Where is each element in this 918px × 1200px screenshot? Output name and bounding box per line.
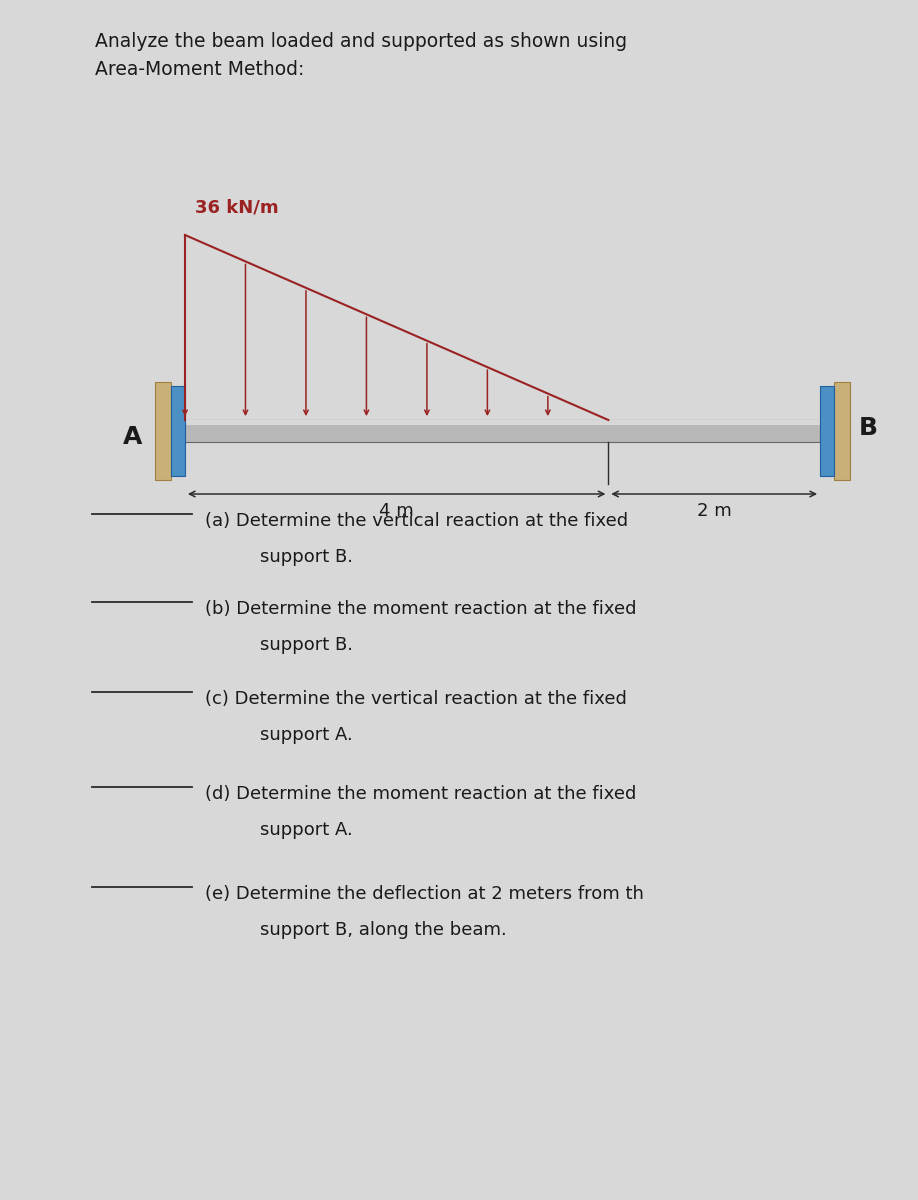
Bar: [185, 420, 820, 425]
Text: B: B: [858, 416, 878, 440]
Text: support A.: support A.: [260, 821, 353, 839]
Text: (c) Determine the vertical reaction at the fixed: (c) Determine the vertical reaction at t…: [205, 690, 627, 708]
Text: 4 m: 4 m: [379, 502, 414, 520]
Text: support B, along the beam.: support B, along the beam.: [260, 922, 507, 938]
Text: support A.: support A.: [260, 726, 353, 744]
Bar: [834, 382, 850, 480]
Text: (e) Determine the deflection at 2 meters from th: (e) Determine the deflection at 2 meters…: [205, 886, 644, 902]
Text: (d) Determine the moment reaction at the fixed: (d) Determine the moment reaction at the…: [205, 785, 636, 803]
Bar: [820, 386, 834, 476]
Text: support B.: support B.: [260, 548, 353, 566]
Text: Analyze the beam loaded and supported as shown using: Analyze the beam loaded and supported as…: [95, 32, 627, 50]
Bar: [171, 386, 185, 476]
Bar: [155, 382, 171, 480]
Text: support B.: support B.: [260, 636, 353, 654]
Text: A: A: [123, 425, 142, 449]
Text: (a) Determine the vertical reaction at the fixed: (a) Determine the vertical reaction at t…: [205, 512, 628, 530]
Text: 2 m: 2 m: [697, 502, 732, 520]
Bar: [185, 420, 820, 442]
Text: Area-Moment Method:: Area-Moment Method:: [95, 60, 305, 79]
Text: 36 kN/m: 36 kN/m: [195, 199, 279, 217]
Text: (b) Determine the moment reaction at the fixed: (b) Determine the moment reaction at the…: [205, 600, 636, 618]
